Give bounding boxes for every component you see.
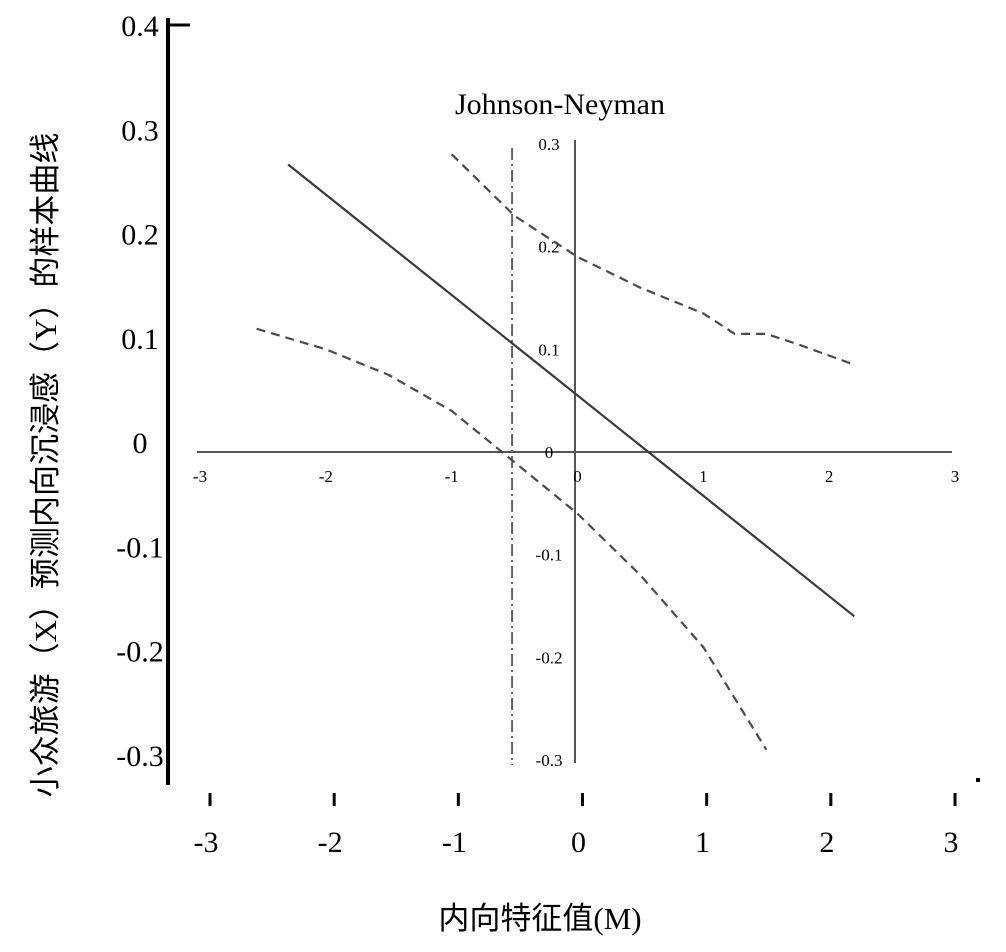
outer-x-tick-label: 1 <box>695 826 710 859</box>
inner-x-tick-label: 3 <box>951 467 960 486</box>
outer-y-tick-label: -0.2 <box>116 636 164 669</box>
y-axis-label: 小众旅游（X）预测内向沉浸感（Y）的样本曲线 <box>28 133 63 798</box>
outer-x-ticks: -3 -2 -1 0 1 2 3 <box>194 782 959 859</box>
upper-ci-line <box>450 153 855 366</box>
outer-x-tick-label: -1 <box>442 826 467 859</box>
inner-y-tick-label: 0.3 <box>538 135 559 154</box>
outer-y-tick-label: -0.1 <box>116 531 164 564</box>
outer-y-tick-label: 0.3 <box>121 114 159 147</box>
outer-x-tick-label: -3 <box>194 826 219 859</box>
inner-x-tick-label: -3 <box>193 467 207 486</box>
outer-y-tick-label: 0 <box>133 427 148 460</box>
inner-y-tick-label: 0.2 <box>538 238 559 257</box>
x-axis-label: 内向特征值(M) <box>438 901 641 936</box>
inner-x-tick-label: 0 <box>573 467 582 486</box>
outer-x-tick-label: -2 <box>318 826 343 859</box>
inner-y-tick-label: 0.1 <box>538 340 559 359</box>
lower-ci-line <box>256 327 768 751</box>
inner-plot-panel <box>170 73 976 793</box>
outer-y-tick-label: -0.3 <box>116 740 164 773</box>
inner-x-ticks: -3 -2 -1 0 1 2 3 <box>193 467 959 486</box>
outer-y-tick-label: 0.1 <box>121 323 159 356</box>
estimate-line <box>287 163 855 618</box>
inner-x-tick-label: 1 <box>699 467 708 486</box>
inner-x-tick-label: -2 <box>319 467 333 486</box>
inner-x-tick-label: -1 <box>445 467 459 486</box>
inner-x-tick-label: 2 <box>825 467 834 486</box>
outer-y-tick-label: 0.2 <box>121 219 159 252</box>
outer-y-ticks: 0.4 0.3 0.2 0.1 0 -0.1 -0.2 -0.3 <box>116 10 190 773</box>
inner-y-ticks: 0.3 0.2 0.1 0 -0.1 -0.2 -0.3 <box>536 135 563 770</box>
chart-title: Johnson-Neyman <box>455 88 665 121</box>
inner-y-tick-label: 0 <box>545 443 554 462</box>
outer-x-tick-label: 0 <box>571 826 586 859</box>
outer-x-tick-label: 2 <box>819 826 834 859</box>
inner-y-tick-label: -0.2 <box>536 648 563 667</box>
outer-y-tick-label: 0.4 <box>121 10 159 43</box>
data-series <box>256 153 855 751</box>
inner-axes: -3 -2 -1 0 1 2 3 0.3 0.2 0.1 0 -0.1 -0.2 -0.3 <box>193 135 959 770</box>
outer-axes: 0.4 0.3 0.2 0.1 0 -0.1 -0.2 -0.3 -3 -2 -1 0 1 2 3 <box>116 10 981 859</box>
outer-x-tick-label: 3 <box>944 826 959 859</box>
inner-y-tick-label: -0.1 <box>536 546 563 565</box>
inner-y-tick-label: -0.3 <box>536 751 563 770</box>
